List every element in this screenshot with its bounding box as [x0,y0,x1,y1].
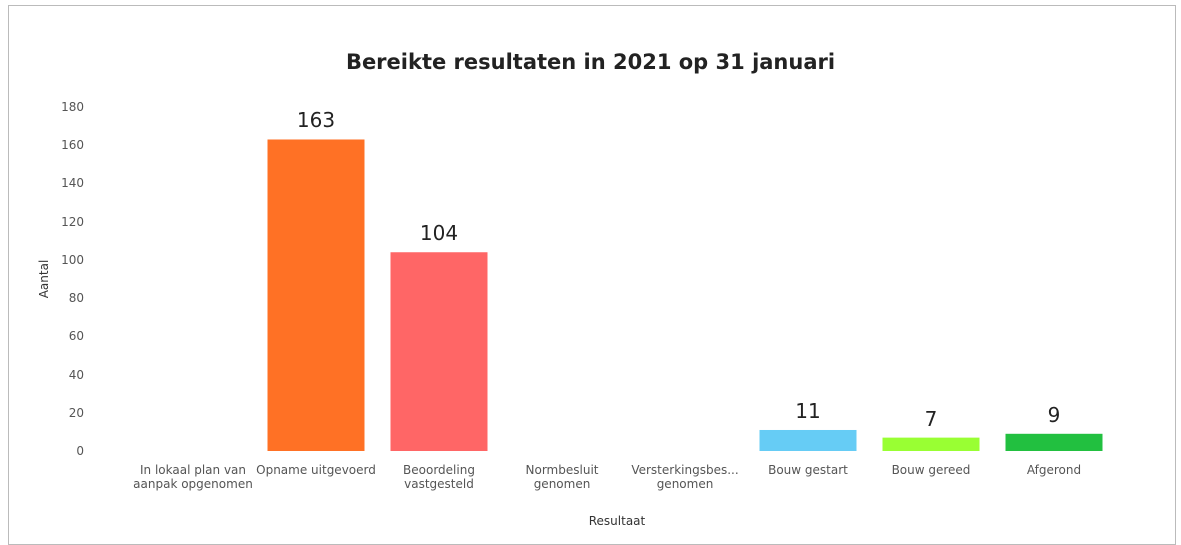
y-tick-label: 140 [61,176,84,191]
x-axis-label: Resultaat [588,514,646,528]
x-tick-label: Normbesluit genomen [525,463,599,491]
y-tick-label: 120 [61,214,84,229]
bar [1005,433,1103,451]
y-tick-label: 20 [68,405,84,420]
y-axis-label: Aantal [37,259,51,299]
bar [267,139,365,451]
y-tick-label: 100 [61,252,84,267]
y-tick-label: 160 [61,138,84,153]
y-tick-label: 40 [68,367,84,382]
value-label: 11 [795,398,821,423]
x-tick-label: Bouw gestart [768,463,848,477]
x-tick-label: Opname uitgevoerd [256,463,376,477]
x-tick-label: Beoordeling vastgesteld [403,463,475,491]
bar [759,429,857,451]
x-tick-label: Afgerond [1026,463,1082,477]
value-label: 7 [924,406,938,431]
value-label: 104 [419,221,459,246]
bar [390,252,488,451]
value-label: 163 [296,108,336,133]
y-tick-label: 80 [68,291,84,306]
y-tick-label: 0 [76,444,84,458]
chart-title: Bereikte resultaten in 2021 op 31 januar… [345,50,836,74]
x-tick-label: In lokaal plan van aanpak opgenomen [133,463,253,491]
value-label: 9 [1047,402,1061,427]
x-tick-label: Bouw gereed [891,463,971,477]
page: Bereikte resultaten in 2021 op 31 januar… [8,5,1176,545]
y-tick-label: 60 [68,329,84,344]
bar [882,437,980,451]
x-tick-label: Versterkingsbes... genomen [631,463,739,491]
y-tick-label: 180 [61,100,84,114]
plot-area [267,139,1103,451]
